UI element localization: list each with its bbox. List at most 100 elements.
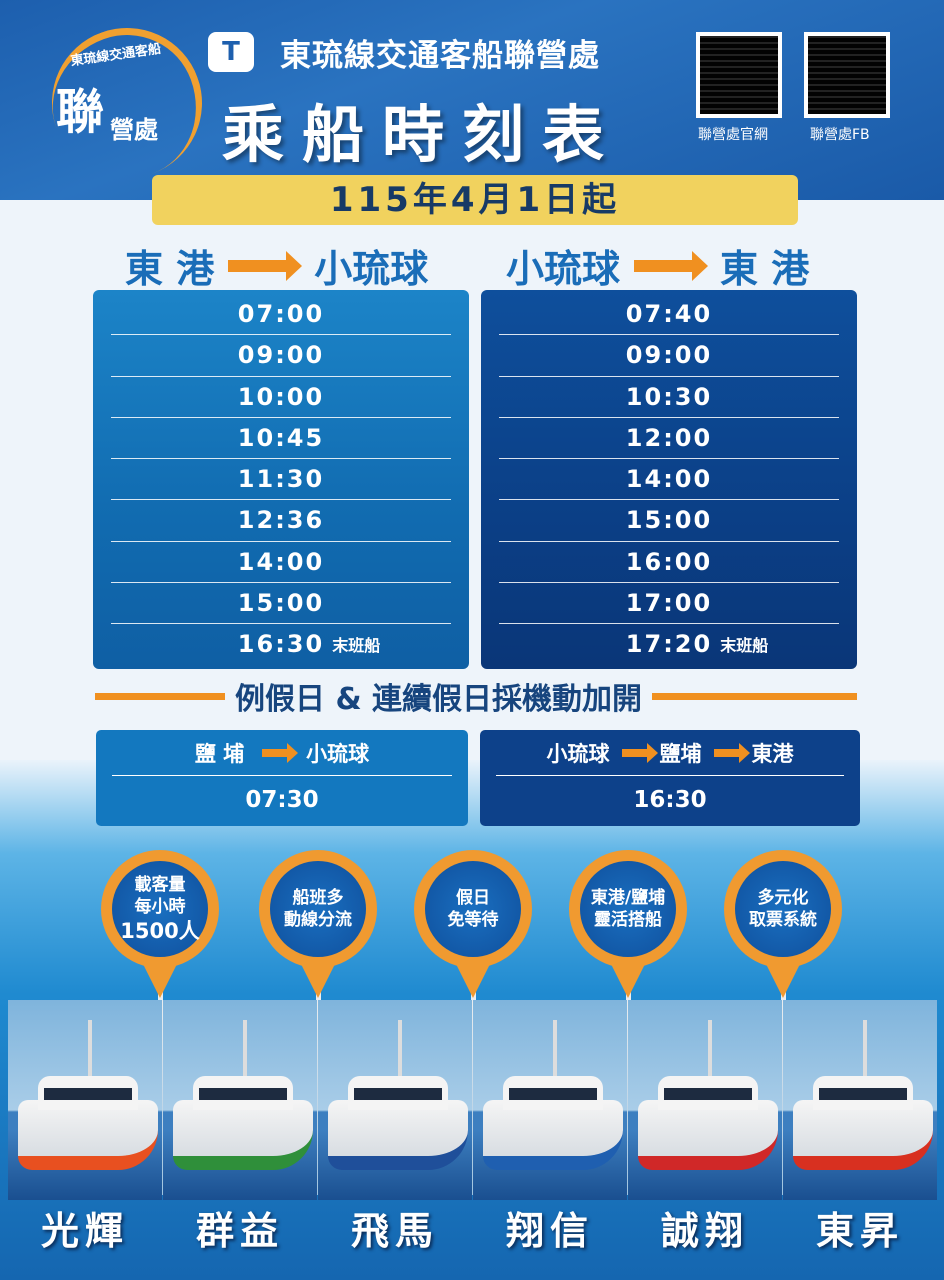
- page-title: 乘船時刻表: [222, 98, 623, 171]
- feature-text: 假日: [456, 888, 490, 908]
- timetable-row: 07:00: [111, 294, 451, 336]
- ship-name: 光輝: [40, 1209, 129, 1253]
- departure-time: 07:30: [245, 787, 319, 813]
- departure-time: 10:30: [625, 382, 713, 411]
- ship-name: 飛馬: [350, 1209, 439, 1253]
- logo-text-big: 聯: [56, 84, 105, 140]
- stop: 小琉球: [546, 741, 610, 766]
- departure-time: 09:00: [625, 341, 713, 370]
- feature-text: 靈活搭船: [594, 910, 662, 930]
- timetable-row: 10:30: [499, 377, 839, 418]
- route-header-return: 小琉球 東 港: [506, 238, 809, 293]
- ship-name: 翔信: [505, 1209, 594, 1253]
- departure-time: 14:00: [625, 465, 713, 494]
- feature-pin: 多元化 取票系統: [724, 850, 842, 998]
- logo-text-small: 營處: [110, 116, 158, 144]
- timetable-row: 14:00: [111, 542, 451, 584]
- timetable-row: 10:45: [111, 418, 451, 460]
- ship-photo: [163, 1000, 317, 1200]
- route-to: 東 港: [720, 247, 810, 291]
- holiday-notice-text: 例假日 & 連續假日採機動加開: [225, 674, 653, 718]
- departure-time: 16:30: [237, 630, 325, 659]
- timetable-row: 11:30: [111, 459, 451, 501]
- arrow-right-icon: [228, 250, 303, 281]
- route-header-outbound: 東 港 小琉球: [125, 238, 428, 293]
- timetable-row: 16:00: [499, 542, 839, 584]
- feature-text: 東港/鹽埔: [590, 888, 666, 908]
- departure-time: 14:00: [237, 547, 325, 576]
- stop: 小琉球: [306, 741, 370, 766]
- extra-route-outbound: 鹽 埔 小琉球 07:30: [96, 730, 468, 826]
- arrow-right-icon: [621, 742, 658, 763]
- departure-time: 10:00: [237, 382, 325, 411]
- timetable-row: 17:20 末班船: [499, 624, 839, 665]
- timetable-row: 15:00: [499, 500, 839, 542]
- ship-photo: [783, 1000, 937, 1200]
- departure-time: 11:30: [237, 465, 325, 494]
- qr-code-facebook[interactable]: [804, 32, 890, 118]
- ship-name: 誠翔: [660, 1209, 749, 1253]
- feature-text: 多元化: [757, 888, 809, 908]
- departure-time: 15:00: [237, 589, 325, 618]
- timetable-row: 09:00: [499, 335, 839, 377]
- stop: 鹽 埔: [194, 741, 245, 766]
- header-banner: [0, 0, 944, 200]
- ship-photo: [318, 1000, 472, 1200]
- association-logo: 東琉線交通客船 聯 營處: [30, 6, 224, 200]
- stop: 東港: [751, 741, 794, 766]
- feature-pin: 船班多 動線分流: [259, 850, 377, 998]
- qr-label-website: 聯營處官網: [698, 127, 768, 143]
- brand-mark-icon: T: [208, 32, 254, 72]
- feature-pin: 假日 免等待: [414, 850, 532, 998]
- last-ship-label: 末班船: [720, 636, 769, 656]
- feature-text: 取票系統: [749, 910, 817, 930]
- ship-name: 東昇: [815, 1209, 904, 1253]
- feature-text: 免等待: [447, 910, 499, 930]
- feature-text: 動線分流: [284, 910, 352, 930]
- ship-photo: [628, 1000, 782, 1200]
- departure-time: 15:00: [625, 506, 713, 535]
- qr-code-website[interactable]: [696, 32, 782, 118]
- ship-photo: [8, 1000, 162, 1200]
- departure-time: 17:20: [625, 630, 713, 659]
- arrow-right-icon: [713, 742, 750, 763]
- departure-time: 10:45: [237, 423, 325, 452]
- stop: 鹽埔: [659, 741, 702, 766]
- departure-time: 17:00: [625, 589, 713, 618]
- last-ship-label: 末班船: [332, 636, 381, 656]
- arrow-right-icon: [262, 742, 299, 763]
- departure-time: 07:40: [625, 300, 713, 328]
- organization-name: 東琉線交通客船聯營處: [280, 38, 600, 74]
- route-to: 小琉球: [314, 247, 429, 291]
- feature-text: 船班多: [292, 888, 344, 908]
- departure-time: 09:00: [237, 341, 325, 370]
- route-from: 東 港: [125, 247, 215, 291]
- timetable-row: 14:00: [499, 459, 839, 501]
- departure-time: 12:00: [625, 423, 713, 452]
- feature-text: 1500人: [120, 919, 200, 943]
- timetable-row: 16:30 末班船: [111, 624, 451, 665]
- timetable-row: 10:00: [111, 377, 451, 418]
- feature-text: 每小時: [134, 897, 186, 917]
- feature-pin: 東港/鹽埔 靈活搭船: [569, 850, 687, 998]
- timetable-row: 07:40: [499, 294, 839, 336]
- feature-text: 載客量: [134, 875, 186, 895]
- timetable-outbound: 07:00 09:00 10:00 10:45 11:30 12:36 14:00 15:00…: [93, 290, 469, 669]
- route-from: 小琉球: [506, 247, 621, 291]
- feature-pin: 載客量 每小時 1500人: [101, 850, 219, 998]
- extra-route-return: 小琉球 鹽埔 東港 16:30: [480, 730, 860, 826]
- timetable-row: 09:00: [111, 335, 451, 377]
- ship-name: 群益: [195, 1209, 284, 1253]
- departure-time: 16:30: [633, 787, 707, 813]
- holiday-notice: 例假日 & 連續假日採機動加開: [95, 674, 857, 718]
- timetable-row: 12:00: [499, 418, 839, 460]
- departure-time: 12:36: [237, 506, 325, 535]
- departure-time: 16:00: [625, 547, 713, 576]
- departure-time: 07:00: [237, 300, 325, 328]
- timetable-return: 07:40 09:00 10:30 12:00 14:00 15:00 16:00 17:00…: [481, 290, 857, 669]
- timetable-row: 12:36: [111, 500, 451, 542]
- arrow-right-icon: [634, 250, 709, 281]
- effective-date-banner: 115年4月1日起: [152, 175, 798, 225]
- qr-label-facebook: 聯營處FB: [810, 127, 870, 143]
- ship-photo: [473, 1000, 627, 1200]
